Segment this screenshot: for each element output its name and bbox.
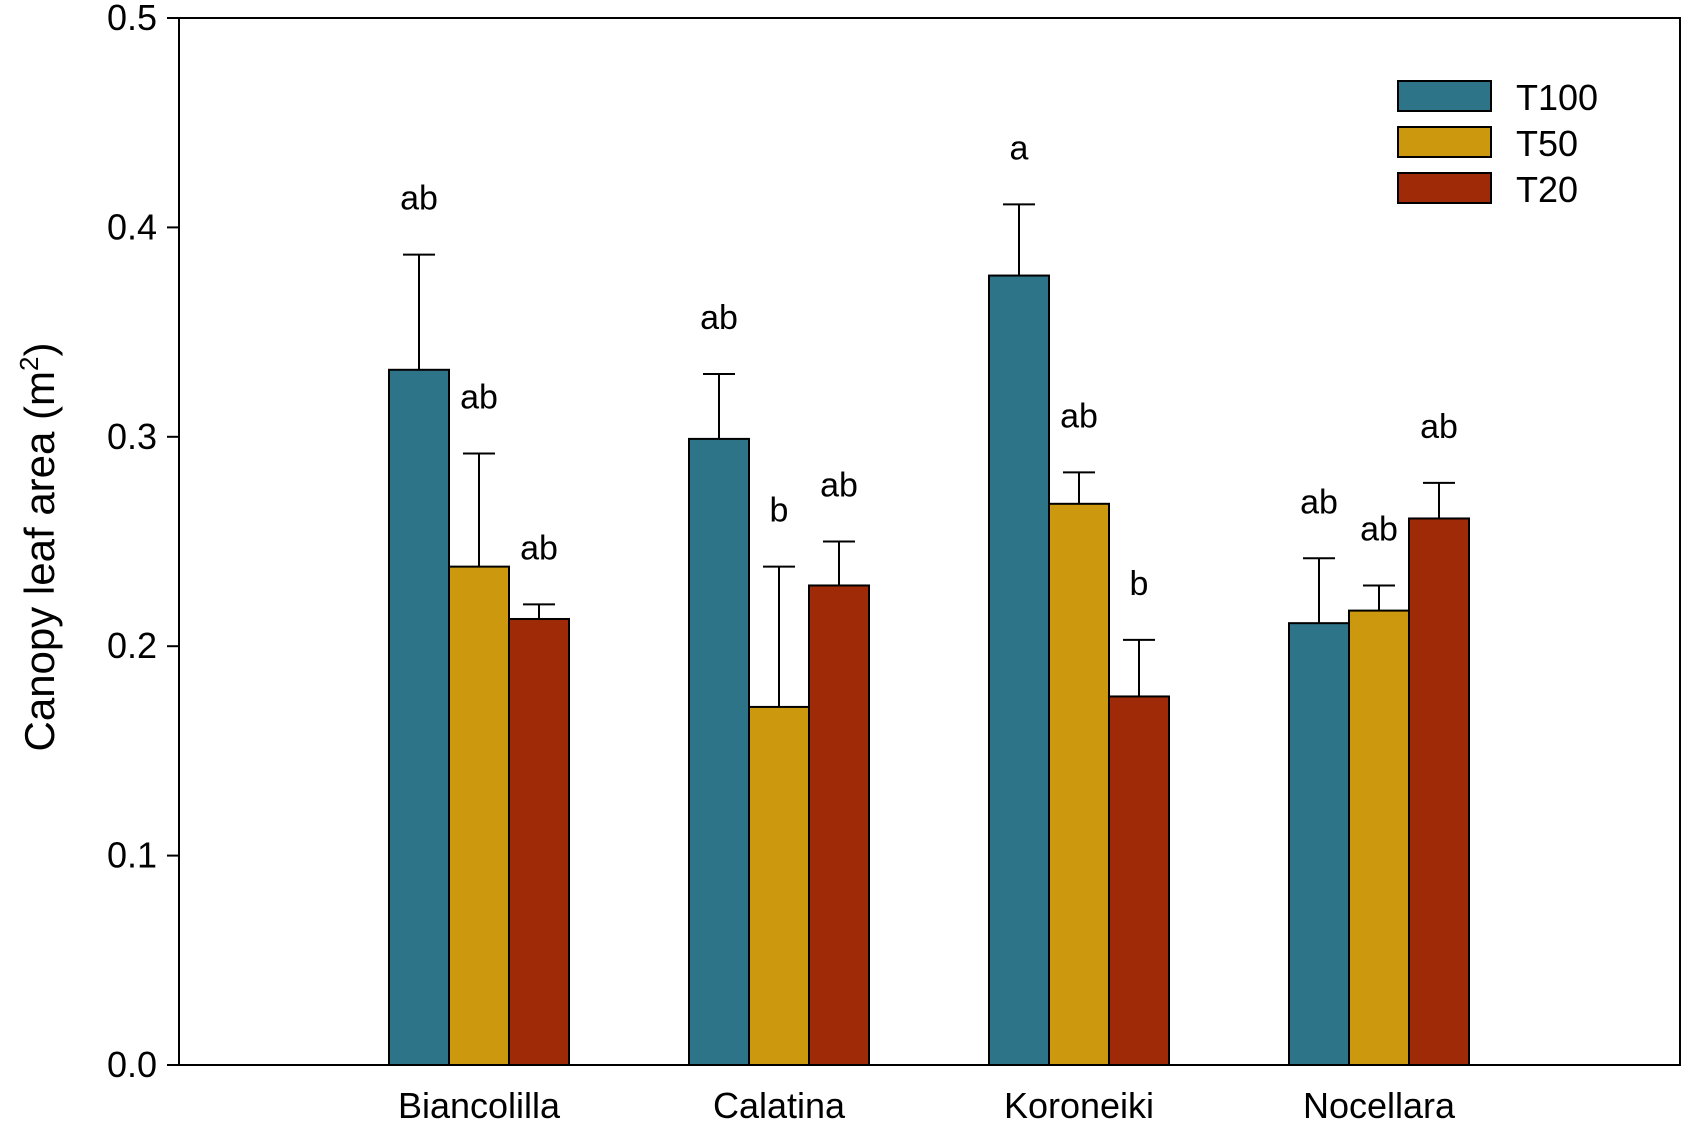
significance-label: ab xyxy=(1300,483,1338,521)
y-tick-label: 0.5 xyxy=(107,0,157,38)
significance-label: ab xyxy=(1360,510,1398,548)
legend-swatch-t100 xyxy=(1397,80,1492,112)
significance-label: ab xyxy=(460,379,498,417)
significance-label: ab xyxy=(820,467,858,505)
significance-label: a xyxy=(1010,129,1029,167)
significance-label: ab xyxy=(400,180,438,218)
significance-label: ab xyxy=(520,529,558,567)
category-label-biancolilla: Biancolilla xyxy=(398,1085,561,1124)
bar-t20-nocellara xyxy=(1408,517,1470,1066)
plot-frame xyxy=(178,17,1681,1066)
bar-t100-calatina xyxy=(688,437,750,1067)
legend-label-t100: T100 xyxy=(1516,77,1598,118)
bar-t50-nocellara xyxy=(1348,609,1410,1066)
bar-t100-koroneiki xyxy=(988,274,1050,1066)
legend-swatch-t20 xyxy=(1397,172,1492,204)
category-labels: Biancolilla Calatina Koroneiki Nocellara xyxy=(398,1085,1456,1124)
bar-t100-nocellara xyxy=(1288,622,1350,1067)
significance-label: ab xyxy=(1420,408,1458,446)
category-label-nocellara: Nocellara xyxy=(1303,1085,1456,1124)
y-tick-label: 0.1 xyxy=(107,835,157,876)
legend-label-t20: T20 xyxy=(1516,169,1578,210)
bar-t20-calatina xyxy=(808,584,870,1066)
category-label-calatina: Calatina xyxy=(713,1085,846,1124)
bar-t50-calatina xyxy=(748,705,810,1067)
y-tick-label: 0.3 xyxy=(107,416,157,457)
y-tick-label: 0.0 xyxy=(107,1044,157,1085)
bar-t50-koroneiki xyxy=(1048,502,1110,1067)
category-label-koroneiki: Koroneiki xyxy=(1004,1085,1154,1124)
y-axis-title-superscript: 2 xyxy=(14,357,44,371)
bar-t100-biancolilla xyxy=(388,368,450,1066)
y-tick-label: 0.4 xyxy=(107,206,157,247)
y-axis-ticks: 0.0 0.1 0.2 0.3 0.4 0.5 xyxy=(107,0,179,1085)
significance-label: b xyxy=(770,492,789,530)
significance-label: b xyxy=(1130,565,1149,603)
legend: T100 T50 T20 xyxy=(1397,77,1598,210)
legend-label-t50: T50 xyxy=(1516,123,1578,164)
bar-t50-biancolilla xyxy=(448,565,510,1066)
bar-t20-biancolilla xyxy=(508,617,570,1067)
y-tick-label: 0.2 xyxy=(107,625,157,666)
y-axis-title-close: ) xyxy=(16,343,63,357)
bar-t20-koroneiki xyxy=(1108,695,1170,1066)
significance-label: ab xyxy=(1060,397,1098,435)
legend-swatch-t50 xyxy=(1397,126,1492,158)
bars xyxy=(388,274,1470,1067)
y-axis-title-main: Canopy leaf area (m xyxy=(16,371,63,752)
error-bars xyxy=(403,203,1455,707)
significance-label: ab xyxy=(700,299,738,337)
y-axis-title: Canopy leaf area (m2) xyxy=(14,343,63,752)
